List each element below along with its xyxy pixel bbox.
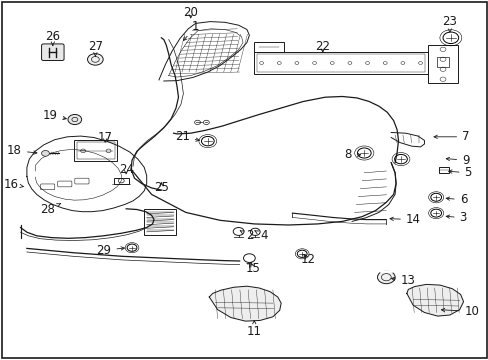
Text: 15: 15 (245, 262, 260, 275)
Text: 12: 12 (300, 253, 315, 266)
Text: 18: 18 (7, 144, 37, 157)
Text: 11: 11 (246, 321, 261, 338)
Text: 26: 26 (45, 30, 60, 45)
Text: 16: 16 (3, 178, 24, 191)
Text: 8: 8 (344, 148, 360, 161)
Text: 4: 4 (254, 229, 267, 242)
Bar (438, 167, 448, 173)
Bar (77, 142, 115, 159)
Bar (256, 54, 425, 72)
Text: 2: 2 (240, 229, 253, 242)
Text: 6: 6 (446, 193, 466, 206)
Text: 23: 23 (442, 15, 456, 32)
Polygon shape (406, 284, 463, 316)
Text: 17: 17 (98, 131, 112, 144)
Text: 3: 3 (446, 211, 466, 224)
Text: 22: 22 (315, 40, 329, 53)
Bar (74, 140, 117, 161)
Bar (254, 52, 427, 74)
Text: 27: 27 (88, 40, 102, 56)
Text: 28: 28 (41, 203, 61, 216)
Text: 21: 21 (174, 130, 199, 143)
Bar (427, 45, 457, 83)
Text: 20: 20 (183, 6, 198, 19)
Bar (436, 57, 448, 67)
Text: 5: 5 (448, 166, 471, 179)
Bar (144, 209, 176, 235)
Text: 1: 1 (183, 21, 199, 40)
Text: 24: 24 (119, 163, 133, 176)
Text: 10: 10 (441, 305, 478, 318)
Circle shape (87, 54, 103, 65)
Circle shape (41, 150, 49, 156)
Polygon shape (209, 286, 281, 321)
Text: 7: 7 (433, 130, 468, 143)
FancyBboxPatch shape (41, 44, 64, 60)
Bar (254, 42, 283, 52)
Text: 14: 14 (389, 213, 420, 226)
Bar (114, 178, 128, 184)
Text: 19: 19 (42, 109, 66, 122)
Circle shape (68, 114, 81, 125)
Text: 29: 29 (96, 244, 124, 257)
Text: 13: 13 (391, 274, 415, 287)
Text: 25: 25 (154, 181, 168, 194)
Circle shape (377, 271, 394, 284)
Text: 9: 9 (446, 154, 468, 167)
